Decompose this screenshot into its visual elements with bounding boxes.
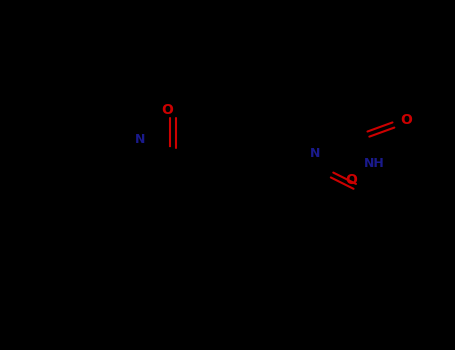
Text: N: N bbox=[135, 133, 146, 146]
Text: O: O bbox=[162, 103, 173, 117]
Text: O: O bbox=[400, 113, 412, 127]
Text: NH: NH bbox=[364, 157, 384, 170]
Text: N: N bbox=[309, 147, 320, 160]
Text: O: O bbox=[345, 173, 357, 187]
